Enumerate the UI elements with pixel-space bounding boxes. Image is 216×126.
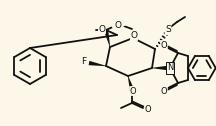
- Polygon shape: [128, 76, 134, 91]
- Text: O: O: [161, 87, 167, 96]
- Text: F: F: [81, 57, 87, 67]
- Text: O: O: [130, 87, 136, 96]
- Polygon shape: [89, 61, 106, 66]
- Text: O: O: [130, 32, 138, 40]
- Polygon shape: [152, 66, 167, 70]
- Text: S: S: [165, 25, 171, 35]
- Text: O: O: [98, 24, 105, 34]
- Polygon shape: [104, 29, 110, 47]
- Text: O: O: [145, 105, 151, 115]
- Text: N: N: [167, 64, 173, 72]
- Text: O: O: [161, 40, 167, 50]
- Text: O: O: [114, 21, 121, 29]
